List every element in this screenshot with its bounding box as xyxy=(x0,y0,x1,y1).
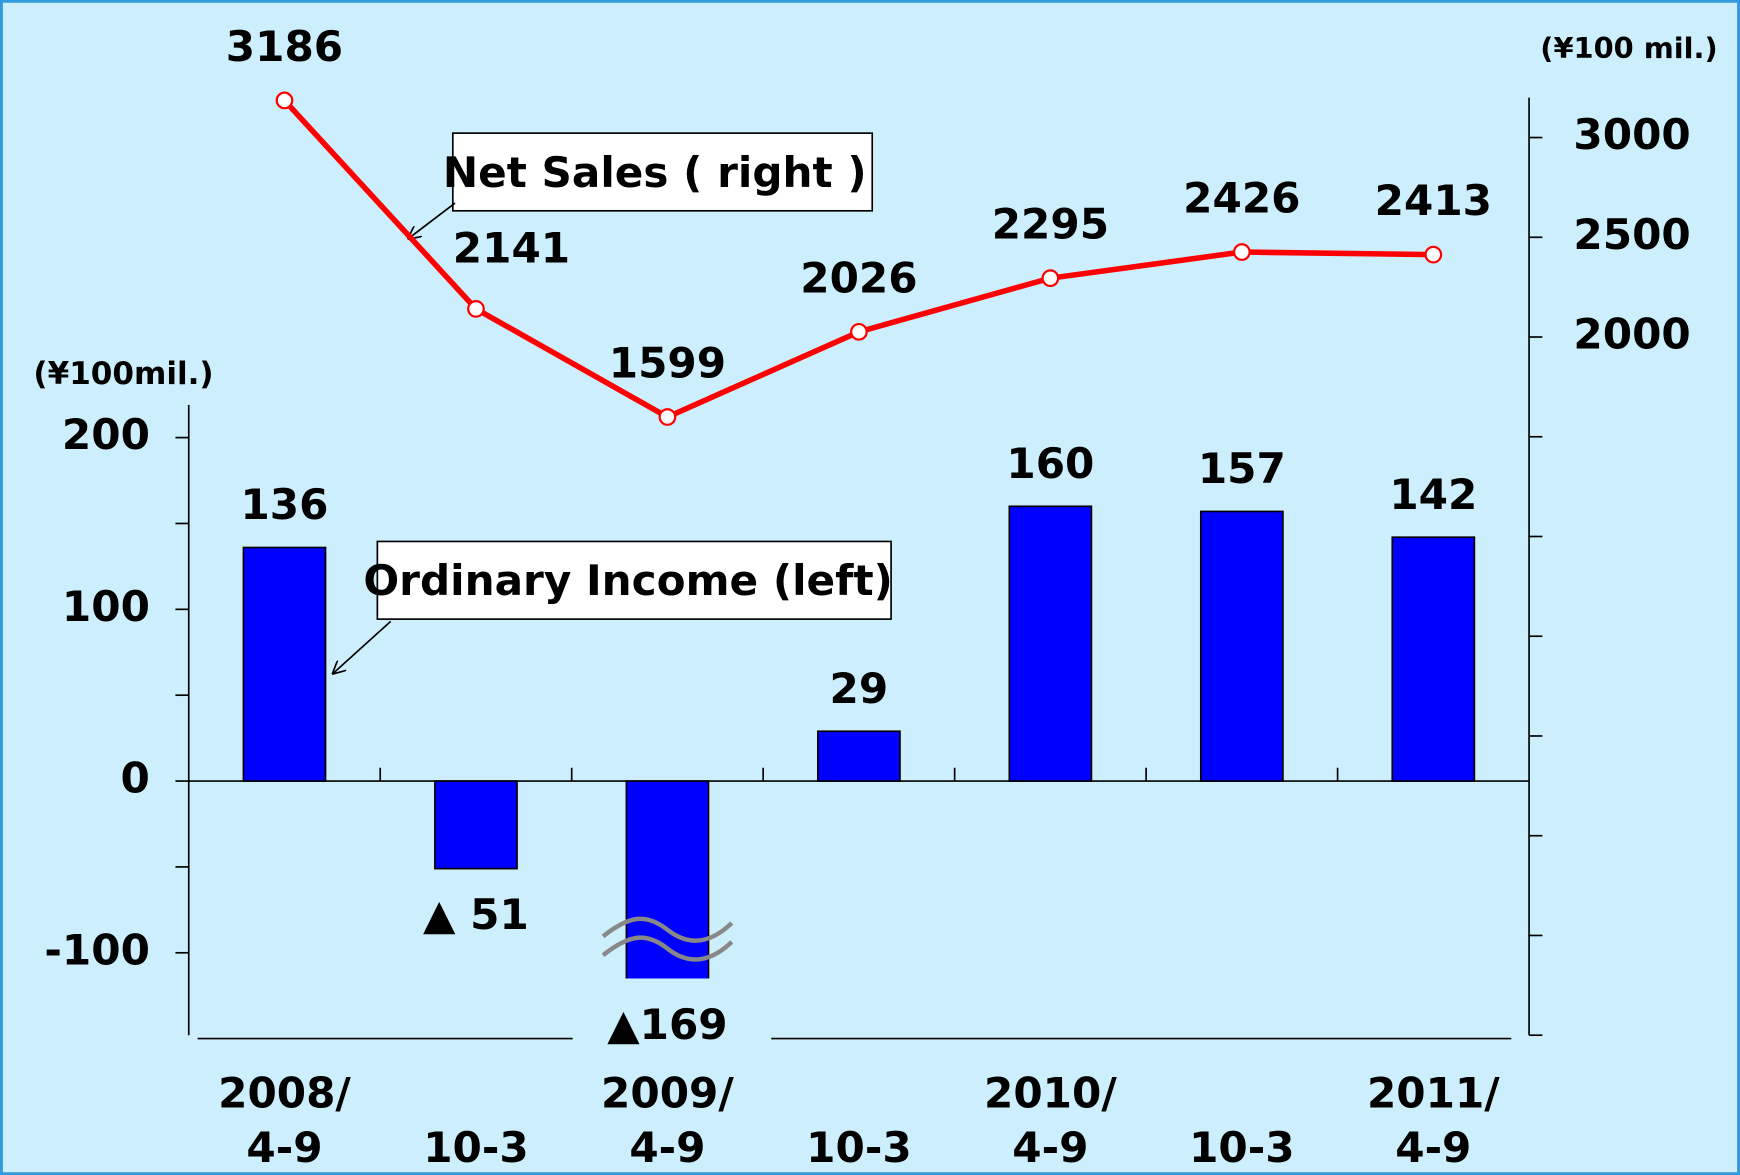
y-tick-label: 200 xyxy=(62,410,150,459)
callout-label: Ordinary Income (left) xyxy=(363,556,893,605)
bar xyxy=(434,780,518,870)
axis-break xyxy=(601,935,734,962)
line-value-label: 2026 xyxy=(800,253,917,302)
line-marker xyxy=(1424,245,1443,264)
x-tick-label: 4-9 xyxy=(246,1123,322,1172)
bar-value-label: 29 xyxy=(830,664,889,713)
bar-value-label: 157 xyxy=(1198,444,1286,493)
callout-label: Net Sales ( right ) xyxy=(443,148,867,197)
callout-box xyxy=(451,132,874,212)
y2-tick-label: 3000 xyxy=(1573,110,1690,159)
bar xyxy=(1199,510,1284,782)
y-tick-label: -100 xyxy=(44,925,150,974)
line-value-label: 2141 xyxy=(453,224,570,273)
line-value-label: 2426 xyxy=(1183,173,1300,222)
bar-value-label: 142 xyxy=(1389,470,1477,519)
line-marker xyxy=(850,322,868,341)
callout-arrow xyxy=(333,620,392,673)
line-value-label: 1599 xyxy=(609,338,726,387)
y-tick-label: 0 xyxy=(121,754,150,803)
x-tick-label: 10-3 xyxy=(806,1123,912,1172)
bar xyxy=(1008,505,1093,782)
bar xyxy=(242,546,327,782)
x-tick-label: 10-3 xyxy=(1189,1123,1295,1172)
axis-break xyxy=(601,916,734,943)
callout-box xyxy=(376,540,892,620)
line-marker xyxy=(658,408,677,426)
bar-value-label: ▲169 xyxy=(607,1000,727,1049)
x-tick-label: 2011/ xyxy=(1367,1069,1500,1118)
x-tick-label: 4-9 xyxy=(1012,1123,1088,1172)
line-marker xyxy=(275,91,294,110)
y-unit: (¥100mil.) xyxy=(33,356,213,392)
line-value-label: 2413 xyxy=(1375,176,1492,225)
bar xyxy=(1391,536,1476,782)
x-tick-label: 2009/ xyxy=(601,1069,734,1118)
y2-tick-label: 2000 xyxy=(1573,310,1690,359)
bar-value-label: 136 xyxy=(240,480,328,529)
x-tick-label: 10-3 xyxy=(423,1123,529,1172)
x-tick-label: 4-9 xyxy=(629,1123,705,1172)
bar-value-label: 160 xyxy=(1006,439,1094,488)
bar xyxy=(817,730,901,782)
bar-value-label: ▲ 51 xyxy=(423,890,529,939)
y-tick-label: 100 xyxy=(62,582,150,631)
line-marker xyxy=(1041,269,1060,288)
line-value-label: 3186 xyxy=(226,22,343,71)
line-marker xyxy=(467,300,485,318)
line-marker xyxy=(1232,243,1251,261)
bar xyxy=(625,780,710,979)
x-tick-label: 4-9 xyxy=(1395,1123,1471,1172)
y2-tick-label: 2500 xyxy=(1573,210,1690,259)
y2-unit: (¥100 mil.) xyxy=(1540,31,1717,65)
x-tick-label: 2008/ xyxy=(218,1069,351,1118)
x-tick-label: 2010/ xyxy=(984,1069,1117,1118)
line-value-label: 2295 xyxy=(992,200,1109,249)
callout-arrow xyxy=(408,202,456,239)
